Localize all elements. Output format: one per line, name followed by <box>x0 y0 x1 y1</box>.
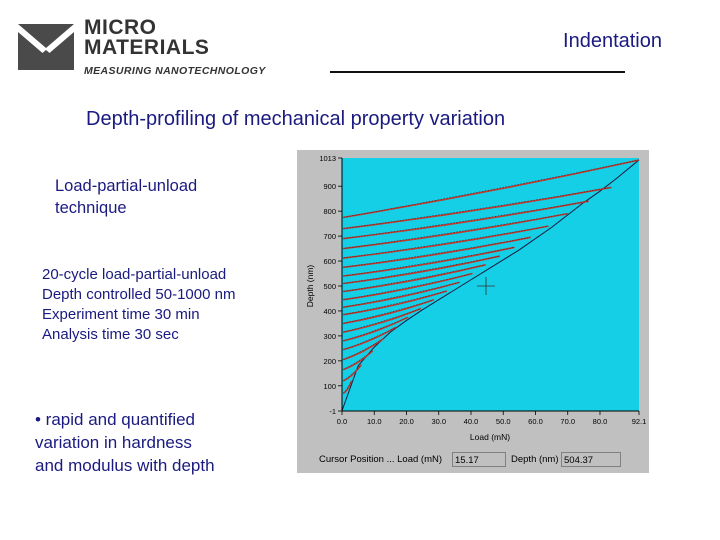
unload-cycle-17 <box>343 212 568 250</box>
x-tick-label: 0.0 <box>337 417 347 426</box>
y-tick-label: 100 <box>323 382 336 391</box>
unload-cycle-trace-20 <box>343 159 640 218</box>
unload-cycle-16 <box>343 225 549 259</box>
unload-cycle-4 <box>343 337 385 361</box>
y-tick-label: 700 <box>323 232 336 241</box>
y-tick-label: 800 <box>323 207 336 216</box>
unload-cycle-13 <box>343 255 501 285</box>
chart-panel: -1 100 200 300 400 500 600 700 800 900 1013 0.0 10.0… <box>297 150 649 473</box>
unload-cycle-7 <box>343 307 422 333</box>
unload-cycle-5 <box>343 326 397 351</box>
unload-cycle-9 <box>343 290 448 316</box>
y-tick-label: 900 <box>323 182 336 191</box>
unload-cycle-trace-1 <box>343 380 352 394</box>
micro-materials-logo: MICRO MATERIALS MEASURING NANOTECHNOLOGY <box>18 16 318 80</box>
section-title: Indentation <box>563 30 662 52</box>
cursor-depth-field[interactable]: 504.37 <box>561 452 621 467</box>
bullet-line-1: • rapid and quantified <box>35 410 196 429</box>
unload-cycle-20 <box>343 159 640 219</box>
x-tick-label: 80.0 <box>593 417 608 426</box>
cursor-load-label: Cursor Position ... Load (mN) <box>319 454 443 465</box>
unload-cycle-trace-16 <box>343 225 549 259</box>
unload-cycle-14 <box>343 246 515 277</box>
bullet-line-2: variation in hardness <box>35 433 192 452</box>
cursor-depth-label: Depth (nm) <box>511 454 559 465</box>
unload-cycle-trace-8 <box>343 299 434 324</box>
cursor-load-field[interactable]: 15.17 <box>452 452 506 467</box>
unload-cycle-trace-2 <box>343 364 362 382</box>
load-depth-chart[interactable]: -1 100 200 300 400 500 600 700 800 900 1013 0.0 10.0… <box>297 150 649 450</box>
unload-cycle-3 <box>343 350 374 371</box>
y-tick-label: 600 <box>323 257 336 266</box>
unload-cycle-trace-4 <box>343 338 385 360</box>
logo-line-2: MATERIALS <box>84 36 210 59</box>
unload-cycle-10 <box>343 281 460 308</box>
technique-label: Load-partial-unload technique <box>55 175 197 219</box>
unload-cycle-trace-6 <box>343 316 409 342</box>
param-experiment-time: Experiment time 30 min <box>42 306 200 323</box>
unload-cycle-trace-12 <box>343 264 486 292</box>
logo-envelope-icon <box>18 24 74 70</box>
unload-cycle-trace-18 <box>343 200 589 239</box>
unload-cycle-trace-19 <box>343 187 612 229</box>
param-analysis-time: Analysis time 30 sec <box>42 326 179 343</box>
x-tick-label: 92.1 <box>632 417 647 426</box>
logo-line-1: MICRO <box>84 16 157 39</box>
y-tick-label: 300 <box>323 332 336 341</box>
unload-cycle-11 <box>343 272 473 301</box>
benefit-bullet: • rapid and quantified variation in hard… <box>35 408 215 477</box>
x-tick-label: 30.0 <box>431 417 446 426</box>
cursor-crosshair-icon <box>477 277 495 295</box>
x-tick-label: 20.0 <box>399 417 414 426</box>
unload-cycle-6 <box>343 316 409 342</box>
param-cycles: 20-cycle load-partial-unload <box>42 266 227 283</box>
unload-cycle-8 <box>343 298 435 325</box>
unload-cycle-trace-5 <box>343 326 397 350</box>
logo-wordmark: MICRO MATERIALS <box>84 16 210 59</box>
unload-cycle-trace-11 <box>343 273 473 300</box>
x-tick-label: 60.0 <box>528 417 543 426</box>
y-tick-label: 500 <box>323 282 336 291</box>
unload-cycle-19 <box>343 186 612 230</box>
x-tick-label: 40.0 <box>464 417 479 426</box>
y-tick-label: 400 <box>323 307 336 316</box>
x-tick-label: 70.0 <box>560 417 575 426</box>
technique-line-2: technique <box>55 199 127 217</box>
x-tick-label: 10.0 <box>367 417 382 426</box>
x-tick-label: 50.0 <box>496 417 511 426</box>
unload-cycle-12 <box>343 264 486 293</box>
unload-cycle-trace-10 <box>343 282 460 308</box>
y-axis-label: Depth (nm) <box>305 265 315 308</box>
technique-line-1: Load-partial-unload <box>55 177 198 195</box>
y-tick-label: 1013 <box>319 154 336 163</box>
experiment-parameters: 20-cycle load-partial-unload Depth contr… <box>42 265 235 345</box>
unload-cycle-18 <box>343 200 589 240</box>
y-tick-label: -1 <box>329 407 336 416</box>
unload-cycle-trace-7 <box>343 308 422 333</box>
slide-title: Depth-profiling of mechanical property v… <box>86 108 506 130</box>
bullet-line-3: and modulus with depth <box>35 456 215 475</box>
unload-cycle-trace-17 <box>343 213 568 249</box>
param-depth: Depth controlled 50-1000 nm <box>42 286 236 303</box>
x-axis-label: Load (mN) <box>470 432 510 442</box>
unload-cycle-trace-13 <box>343 255 501 284</box>
logo-tagline: MEASURING NANOTECHNOLOGY <box>84 65 266 77</box>
y-tick-label: 200 <box>323 357 336 366</box>
unload-cycle-15 <box>343 236 531 269</box>
header-divider <box>330 71 625 73</box>
